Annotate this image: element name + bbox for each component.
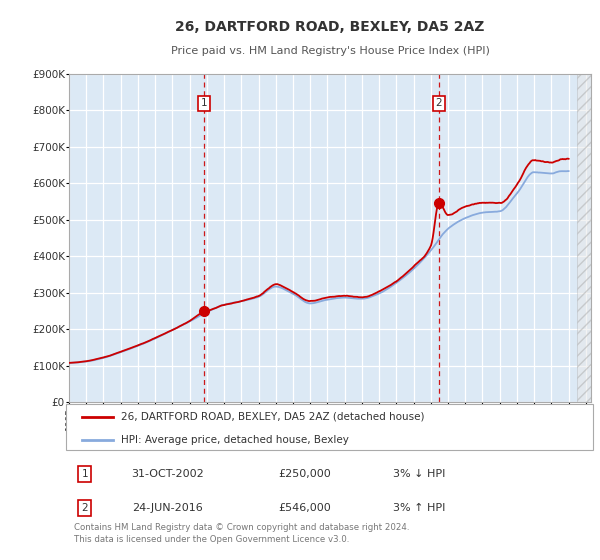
Text: 2: 2 <box>82 503 88 513</box>
Text: 3% ↑ HPI: 3% ↑ HPI <box>392 503 445 513</box>
Text: 3% ↓ HPI: 3% ↓ HPI <box>392 469 445 479</box>
Bar <box>577 74 591 403</box>
Text: 26, DARTFORD ROAD, BEXLEY, DA5 2AZ (detached house): 26, DARTFORD ROAD, BEXLEY, DA5 2AZ (deta… <box>121 412 425 422</box>
Text: HPI: Average price, detached house, Bexley: HPI: Average price, detached house, Bexl… <box>121 435 349 445</box>
Text: £250,000: £250,000 <box>278 469 331 479</box>
FancyBboxPatch shape <box>67 404 593 450</box>
Text: 26, DARTFORD ROAD, BEXLEY, DA5 2AZ: 26, DARTFORD ROAD, BEXLEY, DA5 2AZ <box>175 20 485 34</box>
Text: 31-OCT-2002: 31-OCT-2002 <box>131 469 205 479</box>
Text: 1: 1 <box>82 469 88 479</box>
Text: Price paid vs. HM Land Registry's House Price Index (HPI): Price paid vs. HM Land Registry's House … <box>170 46 490 56</box>
Text: 1: 1 <box>200 98 207 108</box>
Text: 2: 2 <box>436 98 442 108</box>
Text: £546,000: £546,000 <box>278 503 331 513</box>
Text: 24-JUN-2016: 24-JUN-2016 <box>131 503 202 513</box>
Text: Contains HM Land Registry data © Crown copyright and database right 2024.
This d: Contains HM Land Registry data © Crown c… <box>74 524 410 544</box>
